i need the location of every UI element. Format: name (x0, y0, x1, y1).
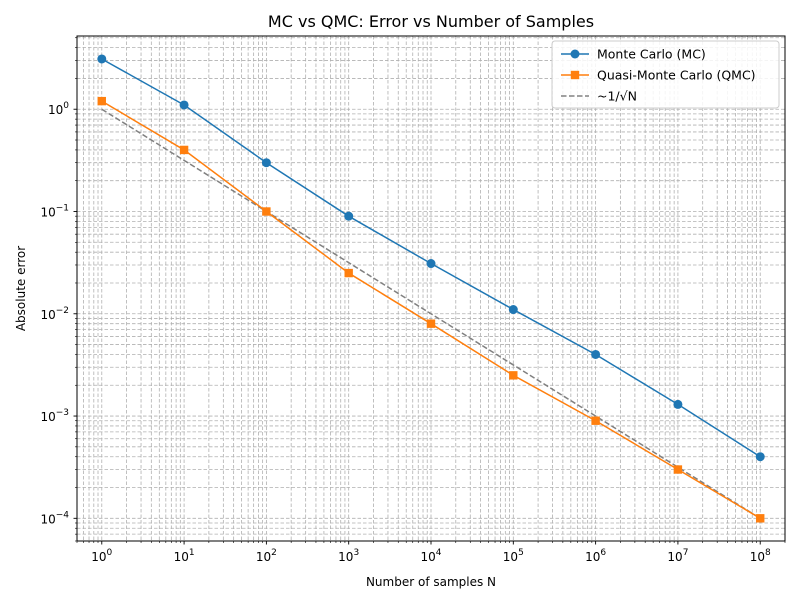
x-tick-label: 105 (503, 548, 524, 564)
data-point (673, 465, 683, 474)
data-point (426, 259, 436, 269)
x-tick-label: 104 (420, 548, 441, 564)
y-tick-label: 100 (48, 101, 69, 117)
x-tick-label: 103 (338, 548, 359, 564)
legend-label: Quasi-Monte Carlo (QMC) (597, 68, 756, 83)
series-1 (97, 96, 765, 523)
data-point (673, 399, 683, 409)
legend-swatch-marker (570, 49, 580, 59)
data-point (97, 54, 107, 64)
data-point (97, 96, 106, 106)
y-tick-label: 10−3 (40, 408, 69, 424)
data-point (509, 371, 518, 380)
x-tick-label: 107 (667, 548, 688, 564)
series-0 (97, 54, 765, 462)
x-tick-label: 100 (91, 548, 112, 564)
data-point (262, 207, 271, 216)
legend-swatch-marker (570, 70, 580, 80)
data-point (344, 268, 353, 278)
legend-box (551, 40, 780, 109)
data-point (261, 158, 271, 168)
data-point (756, 514, 765, 523)
grid (76, 36, 786, 542)
series-2 (101, 108, 761, 519)
data-point (755, 452, 765, 462)
data-point (591, 349, 601, 359)
series-line (101, 108, 761, 519)
x-tick-label: 101 (174, 548, 195, 564)
x-axis-label: Number of samples N (366, 575, 496, 589)
series-layer (97, 54, 765, 523)
x-tick-label: 102 (256, 548, 277, 564)
x-tick-label: 108 (750, 548, 771, 564)
legend-label: ~1/√N (597, 89, 637, 104)
data-point (179, 145, 189, 155)
data-point (179, 100, 189, 110)
data-point (426, 319, 436, 328)
data-point (344, 211, 354, 221)
y-tick-label: 10−2 (40, 306, 69, 322)
legend-label: Monte Carlo (MC) (597, 47, 706, 62)
y-tick-label: 10−4 (40, 510, 69, 526)
legend: Monte Carlo (MC) Quasi-Monte Carlo (QMC) ~… (551, 40, 780, 109)
x-tick-label: 106 (585, 548, 606, 564)
chart-title: MC vs QMC: Error vs Number of Samples (268, 12, 594, 31)
data-point (591, 416, 600, 425)
data-point (508, 305, 518, 315)
ticks: 100 101 102 103 104 105 106 107 108 10−4 10−3 10−2 1… (40, 37, 786, 564)
y-axis-label: Absolute error (14, 246, 28, 331)
y-tick-label: 10−1 (40, 203, 69, 219)
